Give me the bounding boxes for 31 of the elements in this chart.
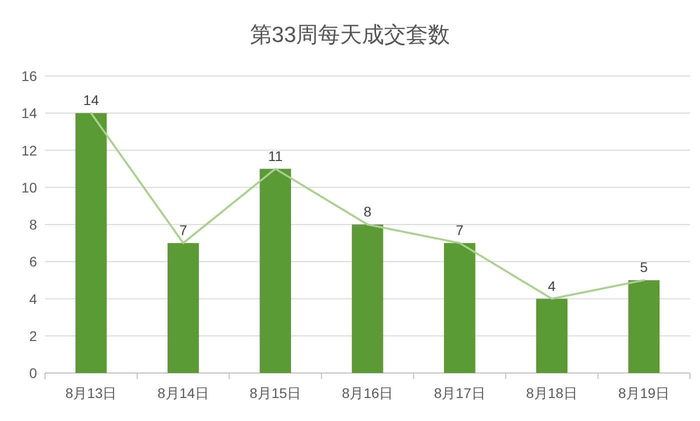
x-tick-label: 8月16日 <box>342 385 394 401</box>
x-tick-label: 8月15日 <box>250 385 302 401</box>
bar <box>352 224 384 373</box>
data-label: 7 <box>456 222 464 238</box>
y-tick-label: 14 <box>21 105 38 122</box>
x-tick-label: 8月13日 <box>65 385 117 401</box>
y-tick-label: 2 <box>29 328 38 344</box>
bar <box>75 113 107 373</box>
y-tick-label: 6 <box>29 254 38 270</box>
x-tick-label: 8月14日 <box>158 385 209 401</box>
data-label: 7 <box>179 222 188 238</box>
bar <box>444 243 476 373</box>
bar <box>536 298 568 373</box>
bar <box>628 280 660 373</box>
y-tick-label: 12 <box>21 142 38 158</box>
x-tick-label: 8月19日 <box>618 385 670 401</box>
y-tick-label: 16 <box>21 68 38 84</box>
data-label: 8 <box>364 204 372 220</box>
bar <box>260 168 292 373</box>
bar <box>168 243 199 373</box>
x-tick-label: 8月18日 <box>526 385 578 401</box>
y-tick-label: 10 <box>21 179 38 196</box>
y-tick-label: 4 <box>29 290 38 307</box>
y-tick-label: 0 <box>29 365 38 381</box>
data-label: 4 <box>548 278 556 294</box>
x-tick-label: 8月17日 <box>434 385 486 401</box>
data-label: 14 <box>83 92 100 108</box>
chart-title: 第33周每天成交套数 <box>250 22 450 47</box>
y-tick-label: 8 <box>29 216 38 232</box>
data-label: 5 <box>640 259 648 276</box>
data-label: 11 <box>268 148 283 164</box>
